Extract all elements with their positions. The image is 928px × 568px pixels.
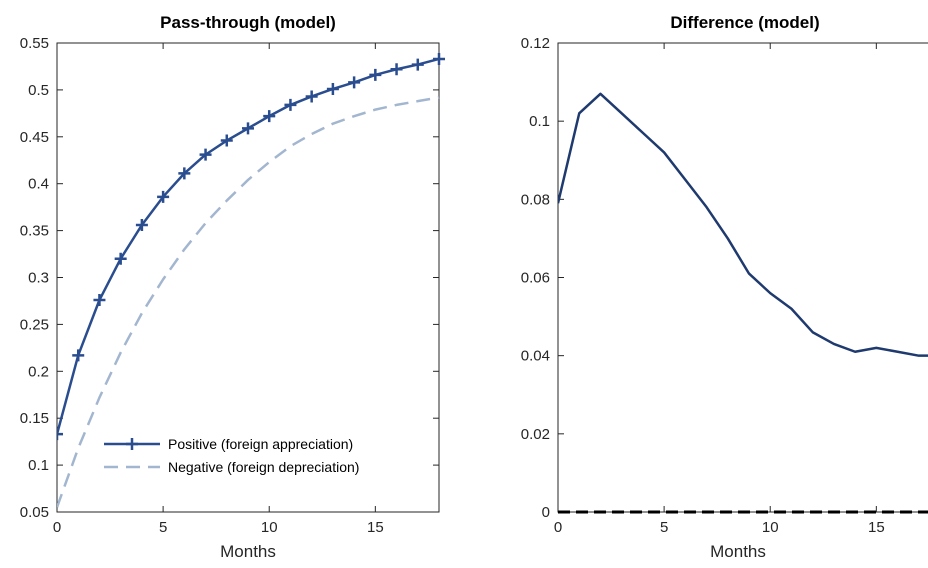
data-point-marker (157, 190, 170, 203)
y-tick-label: 0.2 (28, 363, 49, 380)
y-tick-label: 0.06 (521, 270, 550, 287)
y-tick-label: 0 (542, 504, 550, 521)
x-tick-label: 5 (660, 519, 668, 536)
legend-marker-positive (126, 438, 138, 450)
data-point-marker (390, 63, 403, 76)
data-point-marker (263, 110, 276, 123)
x-tick-label: 15 (367, 519, 384, 536)
y-tick-label: 0.5 (28, 82, 49, 99)
y-tick-label: 0.15 (20, 410, 49, 427)
data-point-marker (178, 167, 191, 180)
legend: Positive (foreign appreciation) Negative… (97, 432, 412, 482)
plot-frame (557, 42, 928, 513)
data-point-marker (72, 349, 85, 362)
y-tick-label: 0.35 (20, 223, 49, 240)
difference-axes: 0 5 10 15 0 0.02 0.04 0.06 0.08 0.1 0.12 (521, 35, 928, 536)
data-point-marker (433, 52, 445, 65)
data-point-marker (305, 90, 318, 103)
y-tick-label: 0.4 (28, 176, 49, 193)
x-tick-label: 5 (159, 519, 167, 536)
data-point-marker (57, 428, 63, 441)
data-point-marker (135, 218, 148, 231)
y-tick-label: 0.02 (521, 426, 550, 443)
legend-label-positive: Positive (foreign appreciation) (168, 436, 353, 452)
data-point-marker (220, 134, 233, 147)
data-point-marker (326, 82, 339, 95)
legend-label-negative: Negative (foreign depreciation) (168, 459, 359, 475)
x-tick-label: 10 (261, 519, 278, 536)
chart-title: Pass-through (model) (160, 13, 336, 32)
y-tick-label: 0.3 (28, 270, 49, 287)
x-tick-label: 10 (762, 519, 779, 536)
x-tick-label: 15 (868, 519, 885, 536)
y-tick-label: 0.55 (20, 35, 49, 52)
data-point-marker (93, 294, 106, 307)
chart-title: Difference (model) (670, 13, 819, 32)
data-point-marker (411, 58, 424, 71)
x-axis-label: Months (220, 542, 276, 561)
series-line-0 (558, 92, 928, 357)
x-axis-label: Months (710, 542, 766, 561)
y-tick-label: 0.08 (521, 191, 550, 208)
series-line-1 (57, 96, 440, 508)
y-tick-label: 0.04 (521, 348, 550, 365)
y-tick-label: 0.12 (521, 35, 550, 52)
y-tick-label: 0.1 (28, 457, 49, 474)
data-point-marker (348, 76, 361, 89)
data-point-marker (199, 148, 212, 161)
data-point-marker (114, 252, 127, 265)
pass-through-panel: Pass-through (model) 0 5 10 15 0.05 0.1 0.15 0.… (20, 13, 445, 561)
y-tick-label: 0.25 (20, 316, 49, 333)
pass-through-axes: 0 5 10 15 0.05 0.1 0.15 0.2 0.25 0.3 0.35 0.4 0.45 0.… (20, 35, 445, 536)
series-line-0 (57, 57, 440, 435)
x-tick-label: 0 (554, 519, 562, 536)
x-tick-label: 0 (53, 519, 61, 536)
y-tick-label: 0.45 (20, 129, 49, 146)
data-point-marker (284, 98, 297, 111)
difference-panel: Difference (model) 0 5 10 15 0 0.02 0.04 0.06 0.… (521, 13, 928, 561)
y-tick-label: 0.1 (529, 113, 550, 130)
y-tick-label: 0.05 (20, 504, 49, 521)
legend-box (97, 432, 412, 482)
data-point-marker (242, 122, 254, 135)
data-point-marker (369, 68, 382, 81)
